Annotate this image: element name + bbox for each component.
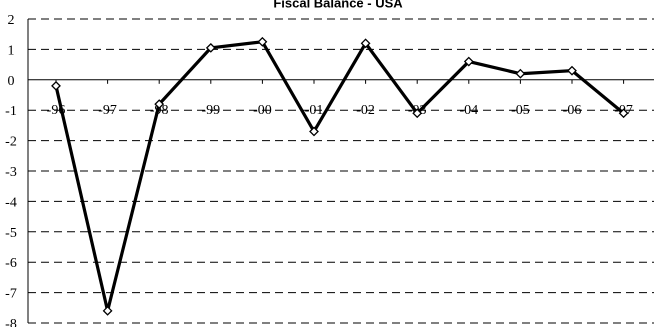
y-tick-labels: 2 1 0 -1 -2 -3 -4 -5 -6 -7 -8 [5,13,17,327]
y-tick-label: -3 [5,165,17,180]
chart-title: Fiscal Balance - USA [273,0,403,10]
y-tick-label: 1 [8,43,15,58]
data-points [51,36,629,316]
x-tick-label: -06 [563,103,582,118]
x-tick-label: -05 [511,103,530,118]
y-tick-label: 0 [8,74,15,89]
x-tick-label: -01 [305,103,324,118]
y-tick-label: -1 [5,104,17,119]
x-tick-label: -04 [459,103,478,118]
y-tick-label: -2 [5,135,17,150]
data-point [515,68,526,79]
data-point [309,126,319,137]
data-point [567,65,577,76]
series-group [54,40,625,312]
y-tick-label: -6 [5,256,17,271]
y-tick-label: -4 [5,195,17,210]
series-line [54,40,625,312]
x-tick-label: -97 [98,103,117,118]
grid-lines [27,18,654,324]
data-point [618,108,629,119]
data-point [102,305,113,316]
data-point [412,108,423,119]
y-tick-label: -5 [5,226,17,241]
x-tick-label: -02 [356,103,375,118]
data-point [257,36,268,47]
x-tick-label: -00 [253,103,272,118]
y-tick-label: 2 [8,13,15,28]
data-point [463,56,474,67]
data-point [360,38,371,49]
y-tick-label: -8 [5,317,17,327]
x-tick-label: -99 [201,103,220,118]
data-point [205,42,216,53]
data-point [51,80,61,91]
data-point [154,99,165,110]
y-tick-label: -7 [5,287,17,302]
